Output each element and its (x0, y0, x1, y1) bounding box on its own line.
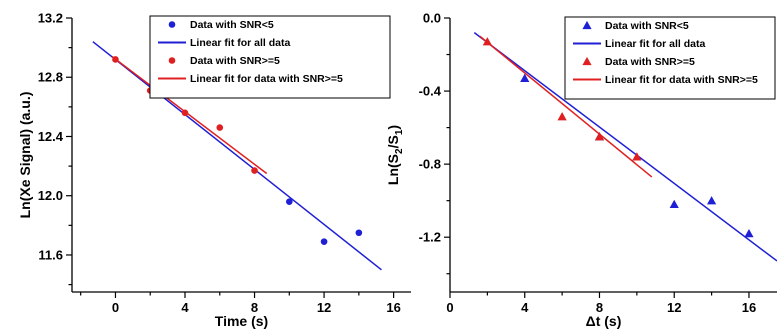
data-point (251, 167, 258, 174)
fit-line (473, 32, 777, 262)
y-axis-title: Ln(S2/S1) (385, 125, 405, 185)
y-tick-label: -0.8 (419, 157, 441, 172)
y-tick-label: -1.2 (419, 230, 441, 245)
legend-label: Data with SNR>=5 (190, 55, 280, 67)
legend-label: Linear fit for all data (190, 37, 291, 49)
y-tick-label: 12.0 (38, 188, 63, 203)
fit-line (479, 35, 653, 178)
data-point (557, 112, 567, 121)
x-tick-label: 4 (521, 300, 529, 315)
data-point (216, 124, 224, 131)
legend-box (149, 15, 391, 99)
data-point (669, 199, 679, 208)
data-point (355, 229, 363, 237)
data-point (707, 196, 717, 205)
legend-label: Data with SNR<5 (190, 19, 274, 31)
legend-label: Data with SNR<5 (605, 20, 689, 32)
legend-marker (168, 21, 176, 28)
x-axis-title: Δt (s) (586, 313, 622, 329)
legend-box (564, 16, 776, 100)
y-axis-title: Ln(Xe Signal) (a.u.) (17, 92, 33, 219)
x-tick-label: 16 (386, 300, 400, 315)
x-tick-label: 16 (742, 300, 756, 315)
data-point (112, 56, 119, 63)
y-tick-label: 0.0 (423, 11, 441, 26)
legend-label: Linear fit for all data (605, 38, 706, 50)
y-tick-label: 13.2 (38, 11, 63, 26)
y-tick-label: 11.6 (38, 247, 63, 262)
left-chart: 0 4 8 12 16 11.6 12.0 12.4 12.8 13.2 Time (s) Ln(Xe… (17, 11, 411, 329)
x-tick-label: 4 (181, 300, 189, 315)
y-tick-label: 12.8 (38, 70, 63, 85)
legend: Data with SNR<5 Linear fit for all data Da… (564, 16, 776, 100)
data-point (632, 152, 642, 161)
data-point (286, 198, 293, 205)
right-chart: 0 4 8 12 16 0.0 -0.4 -0.8 -1.2 Δt (s) Ln(S2/S1) Dat… (385, 11, 777, 329)
y-tick-label: 12.4 (38, 129, 64, 144)
data-point (520, 73, 530, 82)
data-point (594, 132, 605, 141)
x-axis-title: Time (s) (215, 313, 268, 329)
x-tick-label: 12 (667, 300, 681, 315)
fit-line (111, 55, 268, 175)
data-point (744, 228, 754, 238)
legend-marker (582, 56, 592, 66)
data-point (181, 109, 189, 117)
data-point (482, 37, 492, 46)
x-tick-label: 8 (251, 300, 258, 315)
legend: Data with SNR<5 Linear fit for all data Da… (149, 15, 391, 99)
data-point (320, 238, 328, 245)
fit-line (92, 41, 382, 271)
legend-marker (582, 20, 592, 30)
x-tick-label: 0 (446, 300, 453, 315)
y-tick-label: -0.4 (419, 84, 442, 99)
legend-label: Data with SNR>=5 (605, 56, 695, 68)
plot-area (473, 32, 777, 262)
x-tick-label: 0 (112, 300, 119, 315)
x-tick-label: 12 (317, 300, 331, 315)
legend-marker (168, 57, 176, 64)
x-tick-label: 8 (596, 300, 603, 315)
legend-label: Linear fit for data with SNR>=5 (605, 74, 758, 86)
legend-label: Linear fit for data with SNR>=5 (190, 73, 343, 85)
plot-area (92, 41, 382, 271)
